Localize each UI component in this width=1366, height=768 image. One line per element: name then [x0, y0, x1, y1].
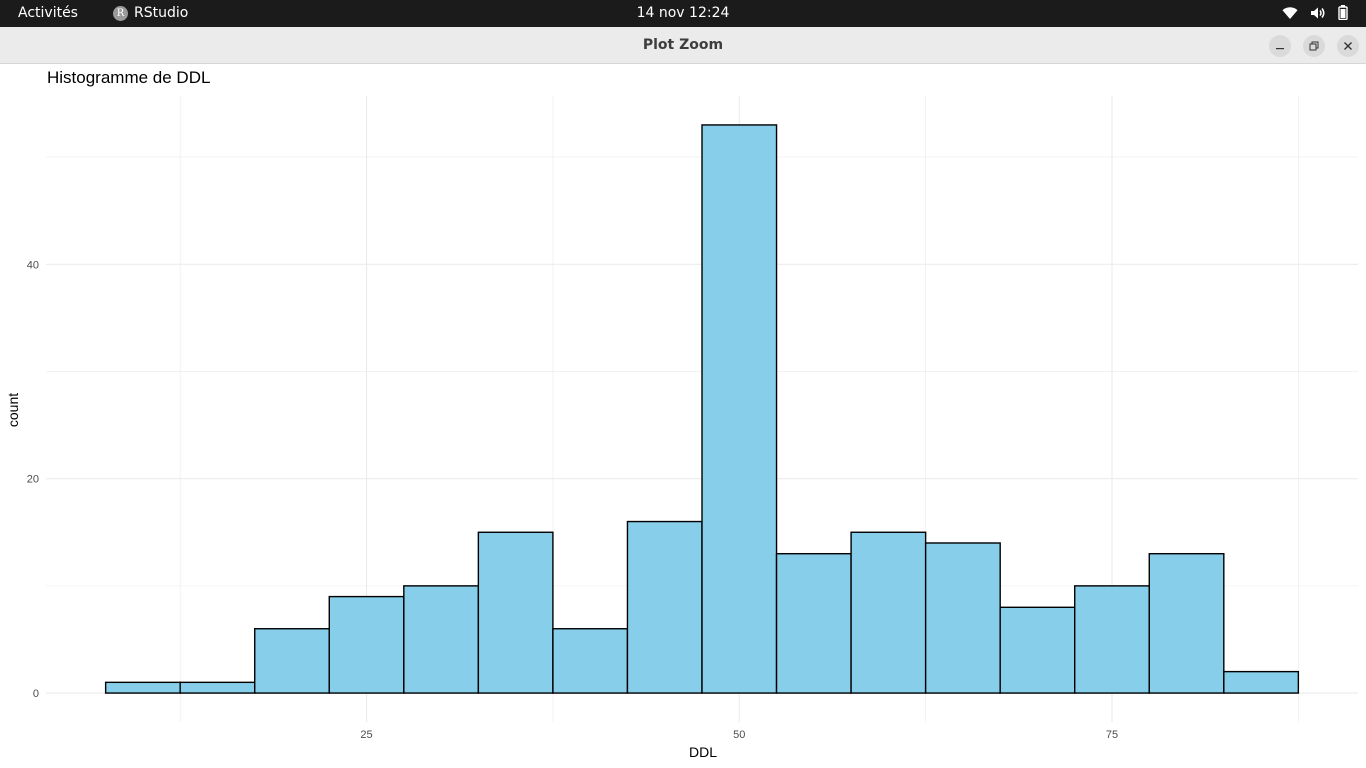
histogram-bar: [1223, 670, 1300, 694]
histogram-bar: [626, 520, 703, 694]
volume-icon[interactable]: [1310, 6, 1326, 20]
minimize-icon: [1276, 48, 1284, 50]
rstudio-r-icon: R: [113, 5, 128, 21]
system-top-bar: Activités R RStudio 14 nov 12:24: [0, 0, 1366, 27]
wifi-icon[interactable]: [1282, 6, 1298, 20]
app-name: RStudio: [134, 5, 189, 21]
x-tick-label: 25: [360, 729, 372, 741]
histogram-bar: [328, 595, 405, 694]
y-tick-label: 20: [27, 474, 39, 486]
window-title: Plot Zoom: [642, 37, 724, 53]
x-tick-label: 75: [1106, 729, 1118, 741]
app-menu[interactable]: R RStudio: [113, 5, 188, 21]
histogram-bar: [552, 628, 629, 694]
histogram-bar: [477, 531, 554, 694]
histogram-bar: [775, 553, 852, 694]
plot-zoom-area: 25 50 75 0 20 40 DDL count Histogramme de DDL: [0, 64, 1366, 768]
y-tick-label: 40: [27, 259, 39, 271]
histogram-bar: [254, 628, 330, 694]
activities-button[interactable]: Activités: [18, 5, 78, 21]
histogram-bar: [701, 124, 778, 694]
x-tick-label: 50: [733, 729, 745, 741]
window-titlebar[interactable]: Plot Zoom: [0, 27, 1366, 64]
y-tick-label: 0: [33, 688, 39, 700]
close-button[interactable]: [1337, 35, 1359, 57]
restore-button[interactable]: [1303, 35, 1325, 57]
histogram-bar: [1074, 585, 1150, 694]
histogram-bar: [179, 681, 256, 694]
histogram-bar: [924, 542, 1001, 694]
clock[interactable]: 14 nov 12:24: [636, 5, 730, 21]
plot-title: Histogramme de DDL: [47, 68, 211, 87]
x-axis-title: DDL: [689, 744, 717, 760]
system-tray[interactable]: [1282, 5, 1348, 20]
close-icon: [1344, 42, 1352, 50]
histogram-bar: [999, 606, 1076, 694]
histogram-bar: [1148, 553, 1225, 694]
restore-icon: [1309, 41, 1319, 51]
histogram-chart: 25 50 75 0 20 40 DDL count: [5, 96, 1358, 760]
minimize-button[interactable]: [1269, 35, 1291, 57]
histogram-bar: [403, 585, 480, 694]
histogram-bar: [104, 681, 181, 694]
y-axis-title: count: [5, 393, 21, 427]
battery-icon[interactable]: [1338, 5, 1348, 20]
histogram-bar: [850, 531, 927, 694]
